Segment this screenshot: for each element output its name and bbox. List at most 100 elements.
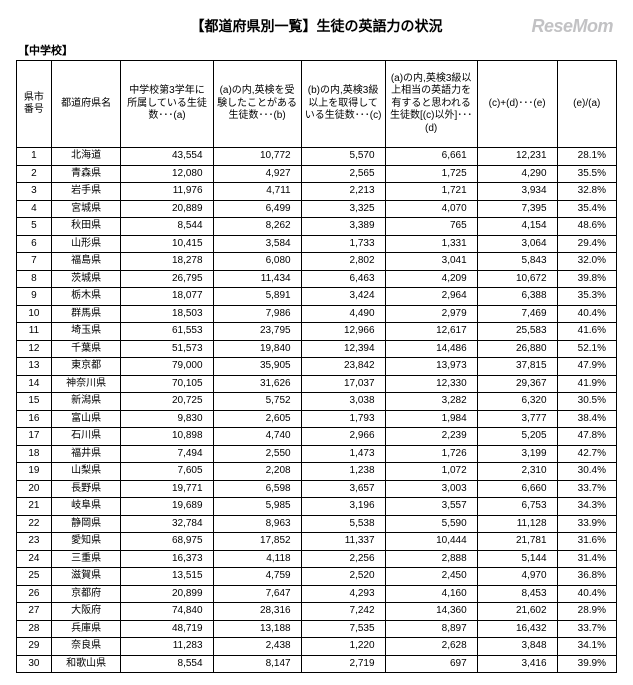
cell-e: 7,395 <box>477 200 557 218</box>
cell-e: 37,815 <box>477 358 557 376</box>
cell-no: 6 <box>17 235 52 253</box>
cell-a: 26,795 <box>121 270 213 288</box>
table-row: 12千葉県51,57319,84012,39414,48626,88052.1% <box>17 340 617 358</box>
cell-no: 29 <box>17 638 52 656</box>
cell-pct: 34.1% <box>557 638 616 656</box>
table-row: 1北海道43,55410,7725,5706,66112,23128.1% <box>17 148 617 166</box>
cell-e: 5,205 <box>477 428 557 446</box>
cell-d: 14,360 <box>385 603 477 621</box>
cell-d: 765 <box>385 218 477 236</box>
cell-no: 27 <box>17 603 52 621</box>
cell-c: 2,565 <box>301 165 385 183</box>
cell-d: 2,964 <box>385 288 477 306</box>
cell-a: 8,554 <box>121 655 213 673</box>
cell-a: 51,573 <box>121 340 213 358</box>
cell-a: 19,689 <box>121 498 213 516</box>
col-header-no: 県市 番号 <box>17 61 52 148</box>
cell-d: 2,888 <box>385 550 477 568</box>
cell-e: 8,453 <box>477 585 557 603</box>
table-row: 20長野県19,7716,5983,6573,0036,66033.7% <box>17 480 617 498</box>
cell-a: 7,605 <box>121 463 213 481</box>
cell-d: 1,331 <box>385 235 477 253</box>
cell-c: 1,220 <box>301 638 385 656</box>
table-row: 16富山県9,8302,6051,7931,9843,77738.4% <box>17 410 617 428</box>
cell-pref: 群馬県 <box>51 305 121 323</box>
cell-pct: 41.9% <box>557 375 616 393</box>
cell-no: 7 <box>17 253 52 271</box>
cell-pref: 埼玉県 <box>51 323 121 341</box>
cell-b: 7,647 <box>213 585 301 603</box>
cell-d: 13,973 <box>385 358 477 376</box>
cell-no: 14 <box>17 375 52 393</box>
cell-no: 4 <box>17 200 52 218</box>
cell-pct: 28.1% <box>557 148 616 166</box>
cell-b: 3,584 <box>213 235 301 253</box>
cell-e: 4,154 <box>477 218 557 236</box>
cell-pref: 岐阜県 <box>51 498 121 516</box>
cell-d: 12,330 <box>385 375 477 393</box>
cell-pref: 長野県 <box>51 480 121 498</box>
cell-c: 12,394 <box>301 340 385 358</box>
cell-no: 15 <box>17 393 52 411</box>
cell-pct: 31.6% <box>557 533 616 551</box>
cell-b: 4,740 <box>213 428 301 446</box>
cell-pct: 33.7% <box>557 620 616 638</box>
cell-c: 2,256 <box>301 550 385 568</box>
cell-d: 10,444 <box>385 533 477 551</box>
cell-c: 3,038 <box>301 393 385 411</box>
cell-d: 2,628 <box>385 638 477 656</box>
table-row: 26京都府20,8997,6474,2934,1608,45340.4% <box>17 585 617 603</box>
cell-no: 19 <box>17 463 52 481</box>
cell-pref: 千葉県 <box>51 340 121 358</box>
cell-pref: 神奈川県 <box>51 375 121 393</box>
cell-c: 3,657 <box>301 480 385 498</box>
cell-pref: 兵庫県 <box>51 620 121 638</box>
cell-e: 5,144 <box>477 550 557 568</box>
cell-pref: 栃木県 <box>51 288 121 306</box>
cell-d: 4,070 <box>385 200 477 218</box>
cell-e: 16,432 <box>477 620 557 638</box>
cell-pct: 31.4% <box>557 550 616 568</box>
cell-pct: 42.7% <box>557 445 616 463</box>
cell-e: 6,320 <box>477 393 557 411</box>
cell-b: 2,208 <box>213 463 301 481</box>
cell-b: 2,438 <box>213 638 301 656</box>
cell-c: 3,424 <box>301 288 385 306</box>
cell-b: 13,188 <box>213 620 301 638</box>
cell-pref: 福井県 <box>51 445 121 463</box>
cell-pref: 東京都 <box>51 358 121 376</box>
table-body: 1北海道43,55410,7725,5706,66112,23128.1%2青森… <box>17 148 617 673</box>
table-header-row: 県市 番号 都道府県名 中学校第3学年に所属している生徒数･･･(a) (a)の… <box>17 61 617 148</box>
col-header-d: (a)の内,英検3級以上相当の英語力を有すると思われる生徒数[(c)以外]･･･… <box>385 61 477 148</box>
cell-no: 23 <box>17 533 52 551</box>
cell-pref: 岩手県 <box>51 183 121 201</box>
cell-d: 12,617 <box>385 323 477 341</box>
cell-c: 17,037 <box>301 375 385 393</box>
cell-pct: 29.4% <box>557 235 616 253</box>
cell-no: 3 <box>17 183 52 201</box>
table-row: 30和歌山県8,5548,1472,7196973,41639.9% <box>17 655 617 673</box>
cell-pref: 大阪府 <box>51 603 121 621</box>
table-row: 15新潟県20,7255,7523,0383,2826,32030.5% <box>17 393 617 411</box>
cell-e: 3,199 <box>477 445 557 463</box>
cell-e: 12,231 <box>477 148 557 166</box>
cell-d: 3,041 <box>385 253 477 271</box>
cell-pct: 33.7% <box>557 480 616 498</box>
cell-e: 11,128 <box>477 515 557 533</box>
cell-a: 18,278 <box>121 253 213 271</box>
table-row: 17石川県10,8984,7402,9662,2395,20547.8% <box>17 428 617 446</box>
cell-c: 2,719 <box>301 655 385 673</box>
cell-e: 29,367 <box>477 375 557 393</box>
cell-pref: 宮城県 <box>51 200 121 218</box>
cell-b: 4,711 <box>213 183 301 201</box>
cell-b: 6,499 <box>213 200 301 218</box>
cell-a: 13,515 <box>121 568 213 586</box>
cell-d: 1,984 <box>385 410 477 428</box>
col-header-a: 中学校第3学年に所属している生徒数･･･(a) <box>121 61 213 148</box>
cell-b: 11,434 <box>213 270 301 288</box>
cell-pct: 34.3% <box>557 498 616 516</box>
cell-e: 3,416 <box>477 655 557 673</box>
cell-b: 4,759 <box>213 568 301 586</box>
cell-d: 697 <box>385 655 477 673</box>
cell-c: 2,802 <box>301 253 385 271</box>
